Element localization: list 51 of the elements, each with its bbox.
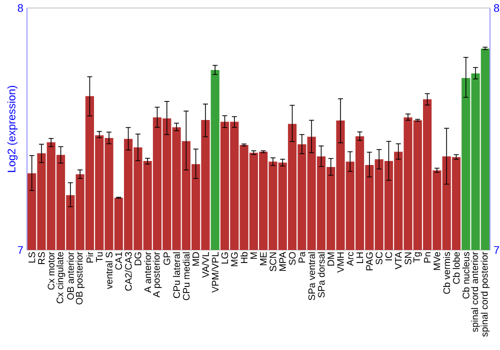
x-tick-label: RS <box>38 252 45 264</box>
x-tick-label: VTA <box>395 252 402 270</box>
x-tick-label: Arc <box>346 252 354 266</box>
x-tick-label: M <box>250 252 257 259</box>
x-tick-label: VA/VL <box>202 252 209 278</box>
x-tick-label: Tg <box>413 252 422 263</box>
x-tick-label: Pn <box>424 252 431 262</box>
x-tick-label: CA2/CA3 <box>124 252 132 291</box>
x-tick-label: SPa ventral <box>308 252 316 300</box>
x-tick-label: MPA <box>279 252 286 271</box>
x-tick-label: CPu medial <box>182 252 190 300</box>
y2-tick-label: 8 <box>494 4 500 12</box>
x-tick-label: SCN <box>270 252 276 272</box>
x-tick-label: A posterior <box>152 252 162 298</box>
x-tick-label: ventral S <box>106 252 112 290</box>
x-tick-label: Pa <box>298 252 306 262</box>
x-tick-label: GP <box>164 252 170 265</box>
x-tick-label: PAG <box>366 252 373 270</box>
x-tick-label: OB anterior <box>66 252 74 300</box>
x-tick-label: DG <box>134 252 142 266</box>
x-tick-label: LG <box>221 252 228 264</box>
x-tick-label: Hb <box>240 252 248 264</box>
y-axis-title: Log2 (expression) <box>7 86 18 172</box>
x-tick-label: MD <box>192 252 200 266</box>
x-tick-label: spinal cord anterior <box>471 252 480 332</box>
x-tick-label: MG <box>231 252 238 266</box>
x-tick-label: Pir <box>86 252 94 262</box>
x-tick-label: Cx motor <box>48 252 54 290</box>
x-tick-label: Cb lobe <box>452 252 460 284</box>
x-tick-label: Tu <box>96 252 103 262</box>
x-tick-label: Cb vermis <box>443 252 450 294</box>
x-tick-label: CA1 <box>115 252 122 270</box>
y2-tick-label: 7 <box>494 246 500 254</box>
x-tick-label: A anterior <box>144 252 152 293</box>
x-tick-label: VPM/VPL <box>212 252 219 293</box>
x-tick-label: LH <box>356 252 364 264</box>
x-tick-label: SN <box>404 252 412 264</box>
x-tick-label: CPu lateral <box>173 252 180 298</box>
x-tick-label: IC <box>385 252 392 260</box>
x-tick-label: SO <box>288 252 296 265</box>
x-tick-label: DM <box>328 252 334 266</box>
x-tick-label: LS <box>28 252 36 262</box>
x-tick-label: spinal cord posterior <box>480 252 490 337</box>
x-tick-label: SC <box>376 252 382 264</box>
x-tick-label: OB posterior <box>76 252 84 304</box>
x-tick-label: ME <box>260 252 267 266</box>
x-tick-label: MVe <box>434 252 440 270</box>
x-tick-label: Cb nucleus <box>462 252 470 299</box>
x-tick-label: VMH <box>337 252 344 273</box>
x-tick-label: Cx cingulate <box>56 252 66 304</box>
x-tick-label: SPa dorsal <box>318 252 325 298</box>
